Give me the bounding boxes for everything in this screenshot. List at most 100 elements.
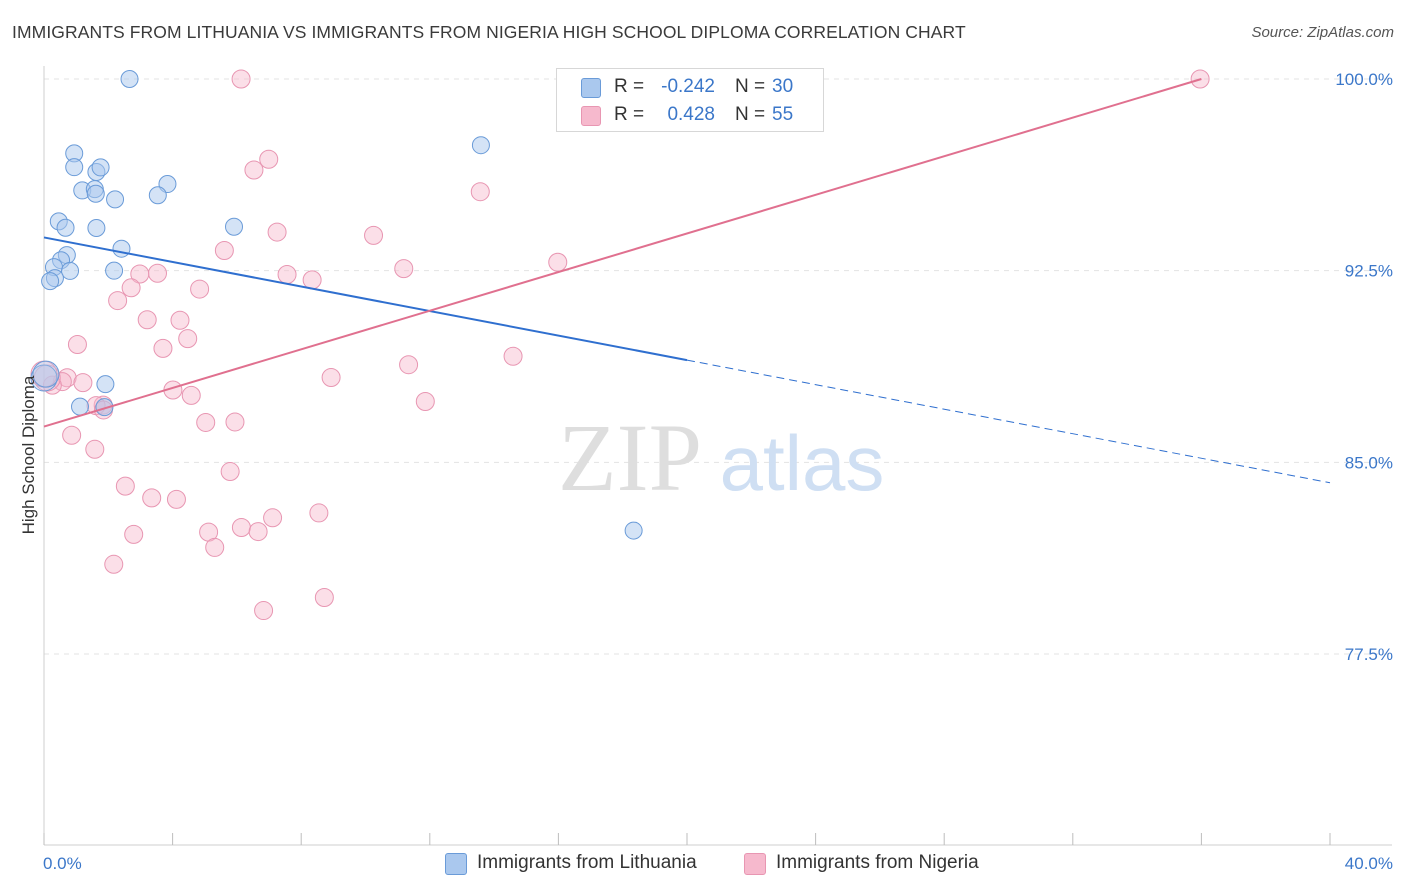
legend-n-label: N =: [735, 76, 766, 97]
nigeria-point: [267, 222, 287, 242]
nigeria-point: [394, 259, 414, 279]
legend-n-value: 55: [772, 104, 794, 125]
nigeria-point: [254, 601, 274, 621]
nigeria-point: [470, 182, 490, 202]
nigeria-point: [277, 265, 297, 284]
nigeria-point: [147, 263, 167, 283]
legend-swatch-nigeria: [581, 106, 601, 126]
lithuania-point: [95, 398, 114, 417]
nigeria-point: [314, 588, 334, 608]
nigeria-point: [503, 346, 523, 366]
legend-swatch-lithuania: [445, 853, 467, 875]
nigeria-point: [178, 329, 198, 349]
nigeria-point: [108, 291, 128, 311]
legend-label-lithuania: Immigrants from Lithuania: [477, 852, 697, 873]
lithuania-point: [148, 186, 167, 205]
nigeria-point: [244, 160, 264, 180]
nigeria-point: [196, 412, 216, 432]
legend-r-value: -0.242: [661, 76, 715, 97]
x-tick-label: 40.0%: [1345, 854, 1393, 873]
lithuania-point: [65, 158, 84, 177]
nigeria-point: [302, 270, 322, 290]
legend-swatch-lithuania: [581, 78, 601, 98]
nigeria-point: [225, 412, 245, 432]
nigeria-point: [263, 508, 283, 528]
nigeria-point: [67, 335, 87, 355]
tick-labels: 77.5% 85.0% 92.5% 100.0% 0.0% 40.0% High Schoo…: [19, 70, 1393, 873]
nigeria-point: [190, 279, 210, 299]
lithuania-point: [624, 521, 643, 540]
nigeria-point: [364, 225, 384, 245]
legend-n-value: 30: [772, 76, 794, 97]
y-tick-label: 92.5%: [1345, 262, 1393, 281]
legend-r-label: R =: [614, 76, 645, 97]
lithuania-point: [471, 136, 490, 155]
correlation-legend: R = -0.242 N = 30 R = 0.428 N = 55: [556, 68, 824, 132]
nigeria-trend-line: [43, 78, 1202, 428]
lithuania-point: [105, 261, 124, 280]
lithuania-point: [112, 239, 131, 258]
lithuania-point: [225, 217, 244, 236]
lithuania-point: [41, 272, 60, 291]
lithuania-point: [96, 375, 115, 394]
y-tick-label: 77.5%: [1345, 645, 1393, 664]
lithuania-point: [86, 184, 105, 203]
watermark-atlas: atlas: [720, 419, 885, 507]
nigeria-point: [321, 367, 341, 387]
nigeria-point: [115, 476, 135, 496]
nigeria-point: [259, 149, 279, 169]
lithuania-point: [71, 397, 90, 416]
lithuania-point: [87, 218, 106, 237]
legend-swatch-nigeria: [744, 853, 766, 875]
lithuania-trend-line: [43, 236, 688, 362]
nigeria-point: [142, 488, 162, 508]
trend-lines: [43, 78, 1331, 484]
y-tick-label: 100.0%: [1335, 70, 1393, 89]
lithuania-point: [61, 261, 80, 280]
nigeria-point: [309, 503, 329, 523]
nigeria-point: [62, 425, 82, 445]
nigeria-point: [220, 462, 240, 482]
legend-r-label: R =: [614, 104, 645, 125]
nigeria-point: [205, 537, 225, 557]
nigeria-point: [231, 69, 251, 89]
y-axis-label: High School Diploma: [19, 375, 38, 534]
chart-title: IMMIGRANTS FROM LITHUANIA VS IMMIGRANTS …: [12, 22, 966, 42]
nigeria-point: [214, 240, 234, 260]
nigeria-point: [73, 373, 93, 393]
nigeria-points: [30, 69, 1210, 621]
lithuania-points: [30, 70, 643, 540]
nigeria-point: [548, 252, 568, 272]
lithuania-trend-extension: [686, 359, 1331, 484]
nigeria-point: [248, 522, 268, 542]
nigeria-point: [104, 554, 124, 574]
nigeria-point: [166, 489, 186, 509]
legend-label-nigeria: Immigrants from Nigeria: [776, 852, 979, 873]
watermark-zip: ZIP: [558, 404, 702, 511]
grid-lines: [44, 78, 1392, 655]
nigeria-point: [153, 338, 173, 358]
source-label: Source: ZipAtlas.com: [1251, 24, 1394, 41]
lithuania-point: [56, 218, 75, 237]
nigeria-point: [85, 439, 105, 459]
y-tick-label: 85.0%: [1345, 453, 1393, 472]
nigeria-point: [231, 518, 251, 537]
lithuania-point: [120, 70, 139, 88]
nigeria-point: [415, 392, 435, 412]
lithuania-point: [32, 360, 60, 388]
nigeria-point: [130, 264, 150, 284]
axes: [43, 66, 1392, 846]
nigeria-point: [124, 524, 144, 544]
lithuania-point: [91, 158, 110, 177]
nigeria-point: [181, 385, 201, 405]
nigeria-point: [137, 310, 157, 330]
nigeria-point: [170, 310, 190, 330]
nigeria-point: [399, 355, 419, 375]
legend-n-label: N =: [735, 104, 766, 125]
x-tick-label: 0.0%: [43, 854, 82, 873]
legend-r-value: 0.428: [667, 104, 715, 125]
nigeria-point: [121, 278, 141, 298]
lithuania-point: [106, 190, 125, 209]
watermark: ZIP atlas: [558, 404, 884, 511]
